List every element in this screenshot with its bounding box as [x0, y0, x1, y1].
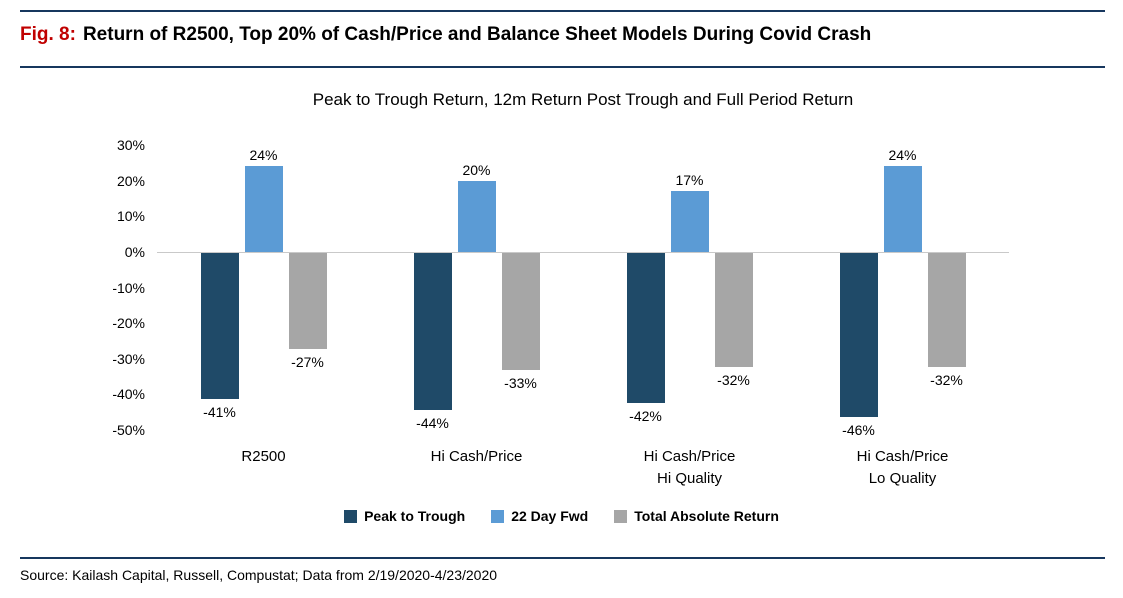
legend: Peak to Trough 22 Day Fwd Total Absolute R… [0, 508, 1123, 524]
bar-value-label: -41% [203, 403, 236, 420]
bar-peak-to-trough [413, 252, 452, 410]
legend-swatch-icon [614, 509, 628, 523]
footer-rule [20, 557, 1105, 559]
bar-value-label: -44% [416, 414, 449, 431]
bar-value-label: -27% [291, 354, 324, 371]
figure-number: Fig. 8: [20, 24, 76, 45]
chart-title: Peak to Trough Return, 12m Return Post T… [312, 90, 854, 109]
legend-label: Total Absolute Return [634, 508, 779, 524]
title-rule [20, 66, 1105, 68]
category-label: Hi Cash/Price [430, 448, 523, 465]
y-tick-label: 20% [116, 172, 145, 189]
category-label: R2500 [241, 448, 286, 465]
legend-swatch-icon [491, 509, 505, 523]
bar-value-label: 20% [462, 161, 491, 178]
y-tick-label: 10% [116, 208, 145, 225]
bar-value-label: -46% [842, 421, 875, 438]
bar-value-label: 24% [249, 147, 278, 164]
zero-axis-line [157, 251, 1009, 253]
legend-label: 22 Day Fwd [511, 508, 589, 524]
top-rule [20, 10, 1105, 12]
legend-label: Peak to Trough [364, 508, 466, 524]
legend-item: 22 Day Fwd [491, 508, 588, 524]
y-tick-label: -10% [112, 279, 145, 296]
bar-value-label: 17% [675, 172, 704, 189]
bar-value-label: -32% [930, 371, 963, 388]
bar-peak-to-trough [626, 252, 665, 403]
y-tick-label: 0% [124, 243, 145, 260]
figure-title: Fig. 8: Return of R2500, Top 20% of Cash/… [20, 24, 871, 46]
bar-total-absolute-return [501, 252, 540, 371]
bar-22-day-fwd [670, 191, 709, 252]
bar-value-label: 24% [888, 147, 917, 164]
legend-item: Total Absolute Return [614, 508, 779, 524]
y-axis: 30% 20% 10% 0% -10% -20% -30% -40% -50% [0, 137, 145, 438]
bar-total-absolute-return [288, 252, 327, 350]
bar-value-label: -33% [504, 375, 537, 392]
bar-total-absolute-return [927, 252, 966, 367]
bar-22-day-fwd [883, 166, 922, 252]
source-note: Source: Kailash Capital, Russell, Compus… [20, 567, 498, 583]
y-tick-label: -20% [112, 315, 145, 332]
bar-peak-to-trough [839, 252, 878, 417]
legend-swatch-icon [344, 509, 358, 523]
bar-22-day-fwd [457, 180, 496, 252]
figure-title-text: Return of R2500, Top 20% of Cash/Price a… [82, 24, 872, 45]
category-label: Hi Cash/Price Hi Quality [643, 448, 736, 487]
legend-item: Peak to Trough [344, 508, 465, 524]
bar-value-label: -32% [717, 371, 750, 388]
y-tick-label: -40% [112, 386, 145, 403]
category-label: Hi Cash/Price Lo Quality [856, 448, 949, 487]
bar-value-label: -42% [629, 407, 662, 424]
plot-area: -41% 24% -27% -44% 20% -33% -42% 17% -32% -46% 24%… [157, 145, 1009, 438]
bar-22-day-fwd [244, 166, 283, 252]
y-tick-label: -30% [112, 350, 145, 367]
y-tick-label: -50% [112, 422, 145, 438]
bar-total-absolute-return [714, 252, 753, 367]
y-tick-label: 30% [116, 137, 145, 153]
bar-peak-to-trough [200, 252, 239, 399]
x-axis-labels: R2500 Hi Cash/Price Hi Cash/Price Hi Quali… [157, 446, 1009, 490]
